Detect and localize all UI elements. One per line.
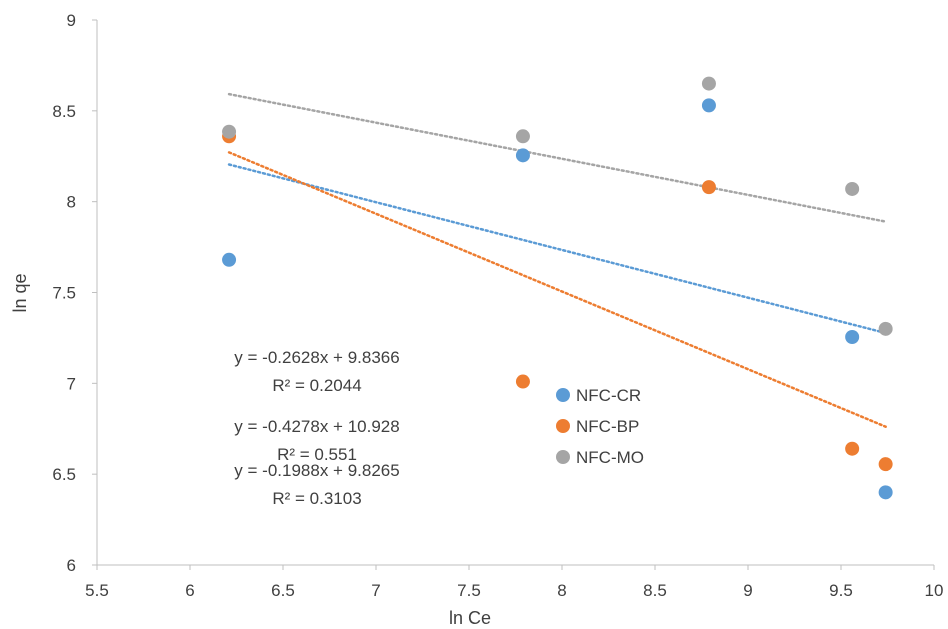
point-nfc-cr xyxy=(845,330,860,345)
point-nfc-bp xyxy=(701,180,716,195)
legend-label-nfc-cr: NFC-CR xyxy=(576,386,641,405)
trendline-nfc-cr xyxy=(227,163,887,335)
equation-nfc-bp: y = -0.4278x + 10.928 xyxy=(234,417,399,436)
legend: NFC-CR NFC-BP NFC-MO xyxy=(556,386,644,467)
x-tick-label: 8 xyxy=(557,581,566,600)
trendlines xyxy=(227,92,887,428)
y-tick-label: 6.5 xyxy=(52,465,76,484)
point-nfc-cr xyxy=(222,252,237,267)
r2-nfc-cr: R² = 0.2044 xyxy=(272,376,361,395)
x-tick-label: 5.5 xyxy=(85,581,109,600)
x-tick-label: 9.5 xyxy=(829,581,853,600)
y-tick-label: 8.5 xyxy=(52,102,76,121)
legend-marker-nfc-mo xyxy=(556,450,570,464)
x-tick-label: 10 xyxy=(925,581,944,600)
trendline-nfc-mo xyxy=(227,92,887,223)
point-nfc-mo xyxy=(515,129,530,144)
x-tick-label: 9 xyxy=(743,581,752,600)
legend-marker-nfc-bp xyxy=(556,419,570,433)
point-nfc-mo xyxy=(878,321,893,336)
y-axis-title: ln qe xyxy=(10,273,30,312)
equation-nfc-mo: y = -0.1988x + 9.8265 xyxy=(234,461,399,480)
x-tick-label: 7 xyxy=(371,581,380,600)
axes xyxy=(92,19,935,570)
y-tick-label: 7 xyxy=(67,374,76,393)
trendline-equations: y = -0.2628x + 9.8366 R² = 0.2044 y = -0… xyxy=(234,348,399,508)
point-nfc-cr xyxy=(701,98,716,113)
x-tick-label: 7.5 xyxy=(457,581,481,600)
equation-nfc-cr: y = -0.2628x + 9.8366 xyxy=(234,348,399,367)
r2-nfc-mo: R² = 0.3103 xyxy=(272,489,361,508)
legend-marker-nfc-cr xyxy=(556,388,570,402)
y-tick-label: 6 xyxy=(67,556,76,575)
y-tick-label: 9 xyxy=(67,11,76,30)
point-nfc-mo xyxy=(845,181,860,196)
trendline-nfc-bp xyxy=(227,151,887,428)
point-nfc-bp xyxy=(845,441,860,456)
legend-label-nfc-bp: NFC-BP xyxy=(576,417,639,436)
point-nfc-bp xyxy=(515,374,530,389)
tick-labels: 5.5 6 6.5 7 7.5 8 8.5 9 9.5 10 6 6.5 7 7.5 8 8.5 9 xyxy=(52,11,943,600)
x-tick-label: 6 xyxy=(185,581,194,600)
point-nfc-mo xyxy=(701,76,716,91)
point-nfc-bp xyxy=(878,457,893,472)
point-nfc-cr xyxy=(515,148,530,163)
data-points xyxy=(222,76,893,500)
x-tick-label: 6.5 xyxy=(271,581,295,600)
y-tick-label: 8 xyxy=(67,193,76,212)
x-tick-label: 8.5 xyxy=(643,581,667,600)
legend-label-nfc-mo: NFC-MO xyxy=(576,448,644,467)
point-nfc-cr xyxy=(878,485,893,500)
y-tick-label: 7.5 xyxy=(52,284,76,303)
x-axis-title: ln Ce xyxy=(449,608,491,628)
point-nfc-mo xyxy=(222,124,237,139)
r2-nfc-bp: R² = 0.551 xyxy=(277,445,357,464)
